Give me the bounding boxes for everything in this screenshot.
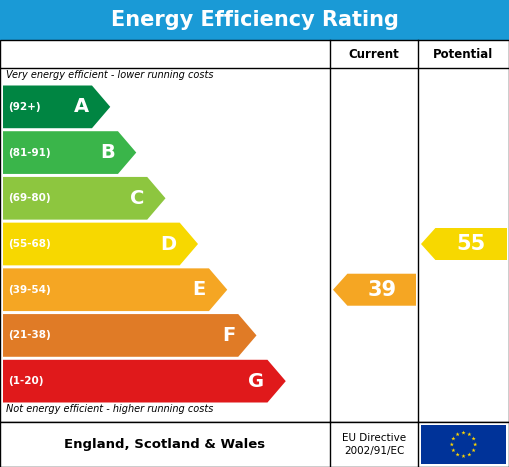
Bar xyxy=(421,425,506,464)
Polygon shape xyxy=(471,437,476,440)
Polygon shape xyxy=(451,437,456,440)
Text: 55: 55 xyxy=(457,234,486,254)
Polygon shape xyxy=(451,448,456,452)
Polygon shape xyxy=(467,453,471,456)
Polygon shape xyxy=(450,442,454,446)
Text: (81-91): (81-91) xyxy=(8,148,50,157)
Text: (69-80): (69-80) xyxy=(8,193,50,203)
Text: F: F xyxy=(222,326,235,345)
Text: Not energy efficient - higher running costs: Not energy efficient - higher running co… xyxy=(6,404,213,414)
Text: D: D xyxy=(160,234,177,254)
Polygon shape xyxy=(3,360,286,403)
Text: 39: 39 xyxy=(367,280,397,300)
Text: Current: Current xyxy=(349,48,400,61)
Text: (92+): (92+) xyxy=(8,102,41,112)
Polygon shape xyxy=(471,448,476,452)
Text: (1-20): (1-20) xyxy=(8,376,43,386)
Polygon shape xyxy=(3,131,136,174)
Polygon shape xyxy=(333,274,416,306)
Polygon shape xyxy=(421,228,507,260)
Text: (21-38): (21-38) xyxy=(8,331,51,340)
Text: E: E xyxy=(193,280,206,299)
Text: B: B xyxy=(100,143,115,162)
Polygon shape xyxy=(456,453,460,456)
Text: EU Directive
2002/91/EC: EU Directive 2002/91/EC xyxy=(342,433,406,456)
Text: A: A xyxy=(74,97,89,116)
Text: G: G xyxy=(248,372,265,390)
Bar xyxy=(0,40,509,422)
Bar xyxy=(0,0,509,40)
Polygon shape xyxy=(3,85,110,128)
Text: England, Scotland & Wales: England, Scotland & Wales xyxy=(65,438,266,451)
Text: (55-68): (55-68) xyxy=(8,239,51,249)
Polygon shape xyxy=(461,431,466,435)
Text: Very energy efficient - lower running costs: Very energy efficient - lower running co… xyxy=(6,70,213,80)
Text: Energy Efficiency Rating: Energy Efficiency Rating xyxy=(110,10,399,30)
Text: Potential: Potential xyxy=(433,48,494,61)
Polygon shape xyxy=(3,314,257,357)
Polygon shape xyxy=(456,432,460,436)
Polygon shape xyxy=(461,454,466,458)
Polygon shape xyxy=(3,223,198,265)
Polygon shape xyxy=(3,177,165,219)
Text: (39-54): (39-54) xyxy=(8,285,51,295)
Bar xyxy=(0,422,509,467)
Polygon shape xyxy=(467,432,471,436)
Polygon shape xyxy=(3,269,227,311)
Text: C: C xyxy=(130,189,144,208)
Polygon shape xyxy=(473,442,477,446)
